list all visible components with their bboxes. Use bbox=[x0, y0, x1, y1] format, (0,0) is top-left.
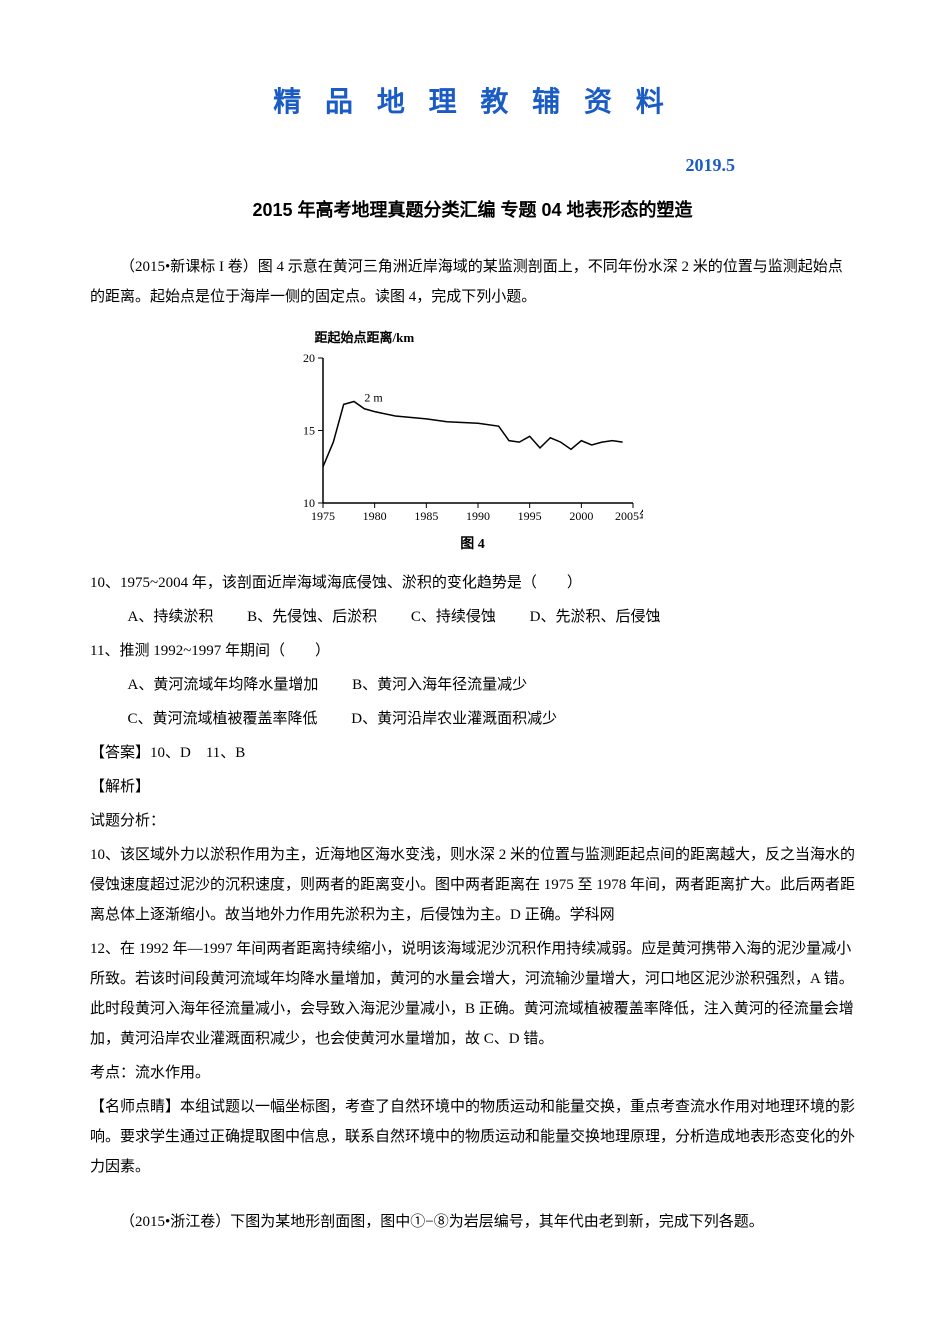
svg-text:2000: 2000 bbox=[569, 509, 593, 523]
svg-text:15: 15 bbox=[303, 424, 315, 438]
question2-intro: （2015•浙江卷）下图为某地形剖面图，图中①−⑧为岩层编号，其年代由老到新，完… bbox=[90, 1207, 855, 1237]
svg-text:2005年: 2005年 bbox=[614, 509, 642, 523]
q10-opt-d: D、先淤积、后侵蚀 bbox=[530, 602, 661, 632]
question1-intro: （2015•新课标 I 卷）图 4 示意在黄河三角洲近岸海域的某监测剖面上，不同… bbox=[90, 252, 855, 312]
q11-opt-a: A、黄河流域年均降水量增加 bbox=[128, 670, 319, 700]
q11-options-row2: C、黄河流域植被覆盖率降低 D、黄河沿岸农业灌溉面积减少 bbox=[90, 704, 855, 734]
chart-y-label: 距起始点距离/km bbox=[315, 327, 663, 346]
svg-text:10: 10 bbox=[303, 496, 315, 510]
svg-text:2 m: 2 m bbox=[364, 391, 383, 405]
analysis-12: 12、在 1992 年—1997 年间两者距离持续缩小，说明该海域泥沙沉积作用持… bbox=[90, 934, 855, 1054]
q11-options-row1: A、黄河流域年均降水量增加 B、黄河入海年径流量减少 bbox=[90, 670, 855, 700]
answer-line: 【答案】10、D 11、B bbox=[90, 738, 855, 768]
q10-options: A、持续淤积 B、先侵蚀、后淤积 C、持续侵蚀 D、先淤积、后侵蚀 bbox=[90, 602, 855, 632]
analysis-10: 10、该区域外力以淤积作用为主，近海地区海水变浅，则水深 2 米的位置与监测距起… bbox=[90, 840, 855, 930]
svg-text:1985: 1985 bbox=[414, 509, 438, 523]
analysis-header: 【解析】 bbox=[90, 772, 855, 802]
chart-caption: 图 4 bbox=[283, 533, 663, 553]
q10-opt-a: A、持续淤积 bbox=[128, 602, 214, 632]
svg-text:1995: 1995 bbox=[517, 509, 541, 523]
line-chart: 10 15 20 1975 1980 1985 1990 1995 2000 2005年 2 m bbox=[283, 348, 643, 528]
q11-opt-b: B、黄河入海年径流量减少 bbox=[352, 670, 527, 700]
exam-point: 考点：流水作用。 bbox=[90, 1058, 855, 1088]
teacher-note: 【名师点睛】本组试题以一幅坐标图，考查了自然环境中的物质运动和能量交换，重点考查… bbox=[90, 1092, 855, 1182]
q11-stem: 11、推测 1992~1997 年期间（ ） bbox=[90, 636, 855, 666]
analysis-subheader: 试题分析： bbox=[90, 806, 855, 836]
q11-opt-d: D、黄河沿岸农业灌溉面积减少 bbox=[351, 704, 557, 734]
q10-opt-c: C、持续侵蚀 bbox=[411, 602, 496, 632]
q10-opt-b: B、先侵蚀、后淤积 bbox=[247, 602, 377, 632]
chart-container: 距起始点距离/km 10 15 20 1975 1980 1985 1990 1995 2000… bbox=[283, 327, 663, 553]
main-title: 精 品 地 理 教 辅 资 料 bbox=[90, 80, 855, 120]
svg-text:1990: 1990 bbox=[466, 509, 490, 523]
svg-text:1980: 1980 bbox=[362, 509, 386, 523]
svg-text:20: 20 bbox=[303, 351, 315, 365]
date-line: 2019.5 bbox=[90, 155, 855, 176]
subtitle: 2015 年高考地理真题分类汇编 专题 04 地表形态的塑造 bbox=[90, 196, 855, 222]
q10-stem: 10、1975~2004 年，该剖面近岸海域海底侵蚀、淤积的变化趋势是（ ） bbox=[90, 568, 855, 598]
q11-opt-c: C、黄河流域植被覆盖率降低 bbox=[128, 704, 318, 734]
svg-text:1975: 1975 bbox=[311, 509, 335, 523]
